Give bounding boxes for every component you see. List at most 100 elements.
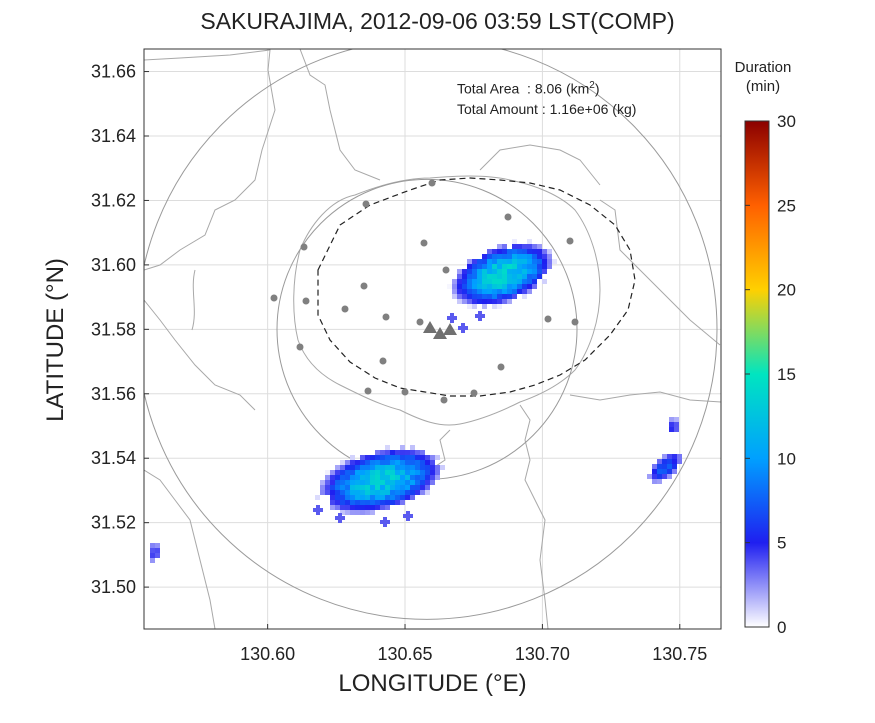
station-marker (470, 389, 478, 397)
ash-cell (370, 470, 375, 475)
ash-cell (410, 485, 415, 490)
ash-cell (512, 244, 517, 249)
ash-cell (405, 495, 410, 500)
ash-cell (669, 417, 674, 422)
colorbar: 0 5 10 15 20 25 30 (744, 112, 796, 637)
ash-cell (375, 470, 380, 475)
x-tick-label: 130.60 (240, 644, 295, 664)
y-tick-label: 31.60 (91, 255, 136, 275)
ash-cell (478, 311, 482, 321)
ash-cell (517, 259, 522, 264)
ash-cell (350, 510, 355, 515)
ash-cell (425, 490, 430, 495)
ash-cell (472, 269, 477, 274)
ash-cell (360, 505, 365, 510)
ash-cell (472, 284, 477, 289)
summary-box: Total Area : 8.06 (km2) Total Amount : 1… (457, 76, 636, 119)
ash-cell (497, 279, 502, 284)
ash-cell (497, 284, 502, 289)
ash-cell (150, 543, 155, 548)
ash-cell (405, 485, 410, 490)
coastline-path (144, 299, 256, 411)
ash-cell (385, 460, 390, 465)
ash-cell (512, 269, 517, 274)
ash-cell (400, 455, 405, 460)
ash-cell (522, 279, 527, 284)
ash-cell (155, 553, 160, 558)
ash-cell (385, 470, 390, 475)
ash-cell (537, 269, 542, 274)
ash-cell (338, 513, 342, 523)
ash-cell (482, 274, 487, 279)
ash-cell (320, 480, 325, 485)
ash-cell (492, 269, 497, 274)
ash-cell (497, 294, 502, 299)
ash-cell (507, 274, 512, 279)
ash-cell (462, 289, 467, 294)
ash-cell (370, 500, 375, 505)
ash-cell (400, 495, 405, 500)
ash-cell (674, 427, 679, 432)
ash-cell (652, 469, 657, 474)
crater-triangle (433, 327, 447, 339)
ash-cell (345, 495, 350, 500)
ash-cell (375, 500, 380, 505)
ash-cell (355, 470, 360, 475)
colorbar-tick-label: 20 (777, 281, 796, 300)
ash-cell (355, 485, 360, 490)
total-area-label: Total Area (457, 80, 520, 97)
ash-cell (492, 259, 497, 264)
ash-cell (383, 517, 387, 527)
ash-cell (395, 450, 400, 455)
ash-cell (340, 500, 345, 505)
colorbar-tick-label: 15 (777, 365, 796, 384)
station-marker (428, 179, 436, 187)
ash-cell (537, 254, 542, 259)
ash-cell (390, 495, 395, 500)
ash-cell (667, 454, 672, 459)
ash-cell (527, 239, 532, 244)
ash-cell (385, 505, 390, 510)
ash-cell (400, 460, 405, 465)
ash-cell (375, 460, 380, 465)
ash-cell (467, 264, 472, 269)
ash-cell (477, 279, 482, 284)
ash-cell (512, 284, 517, 289)
ash-cell (400, 500, 405, 505)
ash-cell (370, 495, 375, 500)
ash-cell (365, 505, 370, 510)
ash-cell (400, 445, 405, 450)
ash-cell (507, 279, 512, 284)
ash-cell (365, 460, 370, 465)
ash-cell (330, 505, 335, 510)
ash-cell (467, 259, 472, 264)
y-tick-label: 31.66 (91, 62, 136, 82)
station-marker (571, 318, 579, 326)
ash-cell (435, 470, 440, 475)
x-axis-label: LONGITUDE (°E) (338, 670, 527, 697)
station-marker (302, 297, 310, 305)
ash-cell (461, 323, 465, 333)
ash-cell (395, 500, 400, 505)
ash-cell (350, 460, 355, 465)
ash-cell (527, 249, 532, 254)
ash-cell (395, 475, 400, 480)
ash-cell (320, 485, 325, 490)
ash-cell (452, 279, 457, 284)
ash-cell (410, 450, 415, 455)
ash-cell (420, 485, 425, 490)
ash-cell (462, 284, 467, 289)
total-area-row: Total Area : 8.06 (km2) (457, 76, 636, 99)
ash-cell (532, 284, 537, 289)
ash-cell (380, 480, 385, 485)
ash-cell (547, 264, 552, 269)
ash-cell (467, 284, 472, 289)
ash-cell (457, 269, 462, 274)
ash-cell (390, 450, 395, 455)
ash-cell (430, 480, 435, 485)
ash-cell (457, 289, 462, 294)
ash-cell (547, 259, 552, 264)
ash-cell (425, 460, 430, 465)
ash-cell (365, 500, 370, 505)
ash-cell (345, 490, 350, 495)
